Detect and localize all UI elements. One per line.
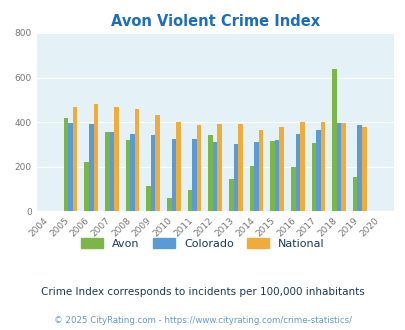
Bar <box>341 123 345 211</box>
Bar <box>212 142 217 211</box>
Bar <box>192 139 196 211</box>
Bar <box>196 125 201 211</box>
Bar <box>89 124 93 211</box>
Bar <box>311 143 315 211</box>
Bar <box>233 145 237 211</box>
Bar <box>320 122 324 211</box>
Bar <box>176 122 180 211</box>
Bar <box>84 162 89 211</box>
Bar <box>187 190 192 211</box>
Bar <box>105 132 109 211</box>
Bar <box>237 124 242 211</box>
Bar <box>166 198 171 211</box>
Bar <box>126 140 130 211</box>
Legend: Avon, Colorado, National: Avon, Colorado, National <box>77 234 328 253</box>
Bar <box>361 127 366 211</box>
Bar <box>114 107 118 211</box>
Bar <box>130 134 134 211</box>
Bar <box>295 134 299 211</box>
Bar <box>258 130 263 211</box>
Bar <box>134 109 139 211</box>
Bar <box>228 179 233 211</box>
Bar <box>315 130 320 211</box>
Text: Crime Index corresponds to incidents per 100,000 inhabitants: Crime Index corresponds to incidents per… <box>41 287 364 297</box>
Bar <box>299 122 304 211</box>
Bar <box>151 135 155 211</box>
Bar <box>352 177 356 211</box>
Bar <box>336 123 341 211</box>
Text: © 2025 CityRating.com - https://www.cityrating.com/crime-statistics/: © 2025 CityRating.com - https://www.city… <box>54 315 351 325</box>
Bar <box>290 167 295 211</box>
Bar <box>356 125 361 211</box>
Title: Avon Violent Crime Index: Avon Violent Crime Index <box>110 14 319 29</box>
Bar <box>217 124 222 211</box>
Bar <box>274 140 279 211</box>
Bar <box>171 139 176 211</box>
Bar <box>208 135 212 211</box>
Bar <box>109 132 114 211</box>
Bar <box>155 115 160 211</box>
Bar <box>254 142 258 211</box>
Bar <box>331 69 336 211</box>
Bar <box>64 117 68 211</box>
Bar <box>73 107 77 211</box>
Bar <box>270 141 274 211</box>
Bar <box>249 166 254 211</box>
Bar <box>93 104 98 211</box>
Bar <box>279 127 283 211</box>
Bar <box>68 123 73 211</box>
Bar <box>146 185 151 211</box>
